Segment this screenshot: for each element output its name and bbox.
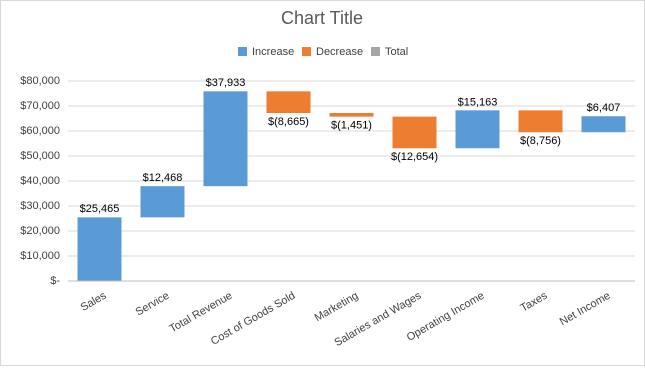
- data-label: $(8,665): [268, 116, 309, 128]
- legend-label: Total: [385, 46, 408, 58]
- bar: [581, 116, 626, 133]
- y-tick-label: $80,000: [20, 75, 60, 87]
- legend-swatch: [302, 47, 311, 56]
- data-label: $(1,451): [331, 120, 372, 132]
- y-tick-label: $50,000: [20, 150, 60, 162]
- data-label: $(8,756): [520, 135, 561, 147]
- y-tick-label: $60,000: [20, 125, 60, 137]
- bar: [329, 112, 374, 117]
- chart-title: Chart Title: [281, 8, 363, 28]
- bar: [140, 186, 185, 218]
- y-tick-label: $70,000: [20, 100, 60, 112]
- data-label: $6,407: [587, 102, 621, 114]
- data-label: $25,465: [80, 203, 120, 215]
- legend-swatch: [371, 47, 380, 56]
- legend-label: Increase: [252, 46, 294, 58]
- legend-label: Decrease: [316, 46, 363, 58]
- y-tick-label: $-: [50, 275, 60, 287]
- data-label: $(12,654): [391, 151, 438, 163]
- bar: [518, 110, 563, 133]
- bar: [203, 91, 248, 187]
- bar: [392, 116, 437, 149]
- y-tick-label: $20,000: [20, 225, 60, 237]
- y-tick-label: $10,000: [20, 250, 60, 262]
- y-tick-label: $40,000: [20, 175, 60, 187]
- bar: [266, 91, 311, 113]
- y-tick-label: $30,000: [20, 200, 60, 212]
- data-label: $12,468: [143, 172, 183, 184]
- legend-swatch: [238, 47, 247, 56]
- data-label: $15,163: [458, 96, 498, 108]
- bar: [77, 217, 122, 281]
- data-label: $37,933: [206, 77, 246, 89]
- bar: [455, 110, 500, 149]
